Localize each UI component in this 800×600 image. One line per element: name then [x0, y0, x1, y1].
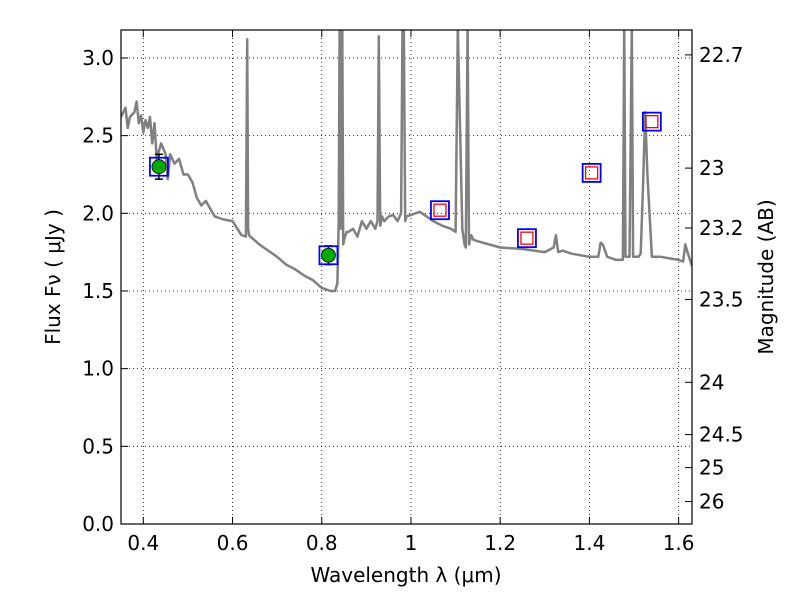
data-layer — [121, 30, 692, 293]
upper-limit-marker — [520, 231, 534, 245]
y-tick-label: 0.5 — [82, 434, 114, 458]
y2-tick-label: 22.7 — [699, 43, 744, 67]
model-flux-marker — [641, 111, 662, 132]
y2-tick-label: 24 — [699, 370, 724, 394]
x-tick-label: 0.4 — [127, 531, 159, 555]
x-tick-label: 1 — [405, 531, 418, 555]
plot-background — [121, 30, 692, 524]
upper-limit-marker — [433, 203, 447, 217]
x-tick-label: 1.2 — [484, 531, 516, 555]
y-tick-label: 2.5 — [82, 124, 114, 148]
y2-tick-label: 23 — [699, 156, 724, 180]
y-tick-label: 1.0 — [82, 357, 114, 381]
x-tick-label: 1.6 — [663, 531, 695, 555]
x-tick-label: 1.4 — [573, 531, 605, 555]
y2-tick-label: 25 — [699, 456, 724, 480]
y2-tick-label: 26 — [699, 490, 724, 514]
x-tick-label: 0.8 — [306, 531, 338, 555]
detection-point — [321, 247, 336, 263]
model-flux-marker — [318, 245, 339, 266]
model-flux-marker — [149, 156, 169, 177]
plot-frame — [120, 29, 693, 525]
model-flux-marker — [581, 163, 602, 183]
detection-point — [151, 159, 167, 175]
sed-template-line — [121, 30, 692, 293]
y-tick-label: 2.0 — [82, 201, 114, 225]
y2-tick-label: 23.2 — [699, 216, 744, 240]
x-axis-title: Wavelength λ (μm) — [310, 563, 501, 587]
y-tick-label: 1.5 — [82, 279, 114, 303]
upper-limit-marker — [584, 166, 599, 180]
y-tick-label: 3.0 — [82, 46, 114, 70]
y2-tick-label: 24.5 — [699, 423, 744, 447]
axes: 0.4 0.6 0.8 1 1.2 1.4 1.6 0.0 0.5 1.0 1.5 2.0 2.5 3.0… — [82, 30, 744, 555]
model-flux-marker — [430, 200, 450, 221]
y-tick-label: 0.0 — [82, 512, 114, 536]
upper-limit-marker — [645, 115, 659, 129]
x-tick-label: 0.6 — [217, 531, 249, 555]
y2-axis-title: Magnitude (AB) — [754, 199, 778, 354]
y2-tick-label: 23.5 — [699, 287, 744, 311]
y-axis-title: Flux Fν ( μJy ) — [41, 209, 65, 345]
model-flux-marker — [517, 228, 537, 249]
